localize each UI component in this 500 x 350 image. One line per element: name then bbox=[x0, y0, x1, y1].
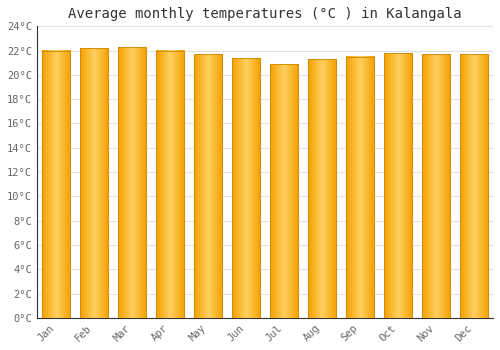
Bar bbox=[346, 57, 374, 318]
Bar bbox=[42, 51, 70, 318]
Bar bbox=[308, 59, 336, 318]
Bar bbox=[194, 54, 222, 318]
Bar bbox=[460, 54, 488, 318]
Bar bbox=[270, 64, 298, 318]
Title: Average monthly temperatures (°C ) in Kalangala: Average monthly temperatures (°C ) in Ka… bbox=[68, 7, 462, 21]
Bar bbox=[156, 51, 184, 318]
Bar bbox=[118, 47, 146, 318]
Bar bbox=[422, 54, 450, 318]
Bar bbox=[232, 58, 260, 318]
Bar bbox=[384, 53, 412, 318]
Bar bbox=[80, 48, 108, 318]
